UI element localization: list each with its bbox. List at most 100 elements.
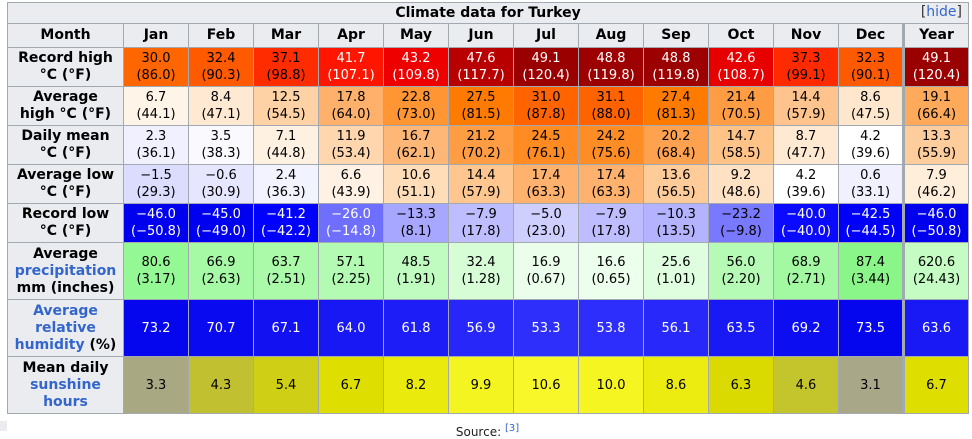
month-header-jun: Jun: [448, 23, 514, 48]
month-header-apr: Apr: [318, 23, 384, 48]
cell-value: 8.6: [665, 377, 687, 393]
table-cell: −7.9 (17.8): [578, 203, 644, 243]
cell-value: −1.5: [140, 168, 172, 183]
cell-value: 87.4: [856, 255, 885, 270]
cell-value: −7.9: [595, 207, 627, 222]
table-cell: 49.1 (120.4): [901, 47, 970, 87]
cell-value-converted: (2.71): [786, 272, 826, 287]
table-caption: Climate data for Turkey [hide]: [6, 2, 970, 24]
table-cell: 16.7 (62.1): [383, 125, 449, 165]
cell-value: 14.4: [791, 90, 821, 105]
cell-value: 49.1: [531, 51, 561, 66]
cell-value: 16.6: [596, 255, 626, 270]
cell-value: 69.2: [791, 320, 821, 336]
cell-value-converted: (36.3): [266, 185, 306, 200]
source-reference-link[interactable]: [3]: [504, 423, 520, 434]
cell-value: 6.7: [145, 90, 167, 105]
cell-value-converted: (38.3): [201, 146, 241, 161]
cell-value: −5.0: [530, 207, 562, 222]
cell-value: 3.3: [145, 377, 167, 393]
cell-value: 14.4: [466, 168, 496, 183]
cell-value: 42.6: [726, 51, 756, 66]
cell-value: 53.3: [531, 320, 561, 336]
table-cell: −40.0 (−40.0): [773, 203, 839, 243]
cell-value-converted: (88.0): [591, 107, 631, 122]
cell-value-converted: (23.0): [526, 224, 566, 239]
cell-value: 68.9: [791, 255, 821, 270]
month-header-jan: Jan: [123, 23, 189, 48]
row-label-line: Average relative humidity (%): [8, 303, 123, 354]
row-label-link[interactable]: Average relative humidity: [14, 302, 98, 353]
table-cell: 2.3 (36.1): [123, 125, 189, 165]
cell-value-converted: (68.4): [656, 146, 696, 161]
cell-value: −41.2: [266, 207, 306, 222]
cell-value: 27.5: [466, 90, 496, 105]
table-cell: 0.6 (33.1): [838, 164, 904, 204]
month-header-oct: Oct: [708, 23, 774, 48]
table-cell: 73.5: [838, 299, 904, 357]
cell-value: 6.7: [926, 377, 947, 393]
row-label: Record low °C (°F): [7, 203, 124, 243]
cell-value: 31.0: [531, 90, 561, 105]
table-cell: 56.9: [448, 299, 514, 357]
table-cell: 21.2 (70.2): [448, 125, 514, 165]
row-label-link[interactable]: precipitation: [14, 262, 117, 279]
cell-value: 24.2: [596, 129, 626, 144]
cell-value-converted: (117.7): [457, 68, 505, 83]
cell-value: 11.9: [336, 129, 366, 144]
table-cell: 24.5 (76.1): [513, 125, 579, 165]
row-label: Average precipitation mm (inches): [7, 242, 124, 300]
cell-value: 63.6: [922, 320, 951, 336]
cell-value-converted: (43.9): [331, 185, 371, 200]
row-label-line: Mean daily: [22, 359, 109, 376]
cell-value: 6.6: [340, 168, 362, 183]
cell-value-converted: (2.51): [266, 272, 306, 287]
cell-value-converted: (8.1): [400, 224, 432, 239]
table-cell: 17.4 (63.3): [578, 164, 644, 204]
row-label-link[interactable]: sunshine hours: [30, 376, 101, 410]
table-cell: 68.9 (2.71): [773, 242, 839, 300]
cell-value-converted: (0.67): [526, 272, 566, 287]
cell-value-converted: (120.4): [912, 68, 961, 83]
table-cell: 2.4 (36.3): [253, 164, 319, 204]
hide-toggle[interactable]: [hide]: [920, 4, 963, 20]
table-cell: 69.2: [773, 299, 839, 357]
cell-value: −45.0: [201, 207, 241, 222]
cell-value-converted: (90.3): [201, 68, 241, 83]
cell-value-converted: (2.25): [331, 272, 371, 287]
table-cell: −10.3 (13.5): [643, 203, 709, 243]
cell-value: 21.2: [466, 129, 496, 144]
row-label: Record high °C (°F): [7, 47, 124, 87]
cell-value-converted: (109.8): [392, 68, 440, 83]
table-cell: 13.6 (56.5): [643, 164, 709, 204]
cell-value-converted: (−49.0): [196, 224, 246, 239]
cell-value: 8.6: [860, 90, 881, 105]
month-header-sep: Sep: [643, 23, 709, 48]
cell-value-converted: (58.5): [721, 146, 761, 161]
month-header-year: Year: [901, 23, 970, 48]
cell-value: 10.6: [401, 168, 431, 183]
cell-value: 8.7: [795, 129, 817, 144]
cell-value: 6.3: [730, 377, 752, 393]
cell-value: 3.1: [860, 377, 881, 393]
cell-value: 66.9: [206, 255, 236, 270]
table-cell: 32.4 (90.3): [188, 47, 254, 87]
hide-link[interactable]: hide: [926, 4, 957, 20]
table-cell: 9.9: [448, 356, 514, 414]
cell-value: 21.4: [726, 90, 756, 105]
cell-value: 10.0: [596, 377, 626, 393]
cell-value: 13.6: [661, 168, 691, 183]
caption-text: Climate data for Turkey: [395, 4, 581, 21]
row-label-line: precipitation: [8, 263, 123, 280]
cell-value: 14.7: [726, 129, 756, 144]
table-cell: 6.6 (43.9): [318, 164, 384, 204]
cell-value: 32.4: [206, 51, 236, 66]
table-cell: 620.6 (24.43): [901, 242, 970, 300]
cell-value-converted: (119.8): [587, 68, 635, 83]
table-cell: 8.4 (47.1): [188, 86, 254, 126]
cell-value: 63.7: [271, 255, 301, 270]
table-cell: 80.6 (3.17): [123, 242, 189, 300]
table-row: Record low °C (°F) −46.0 (−50.8) −45.0 (−49.0…: [7, 203, 970, 243]
cell-value: 16.9: [531, 255, 561, 270]
cell-value-converted: (81.5): [461, 107, 501, 122]
